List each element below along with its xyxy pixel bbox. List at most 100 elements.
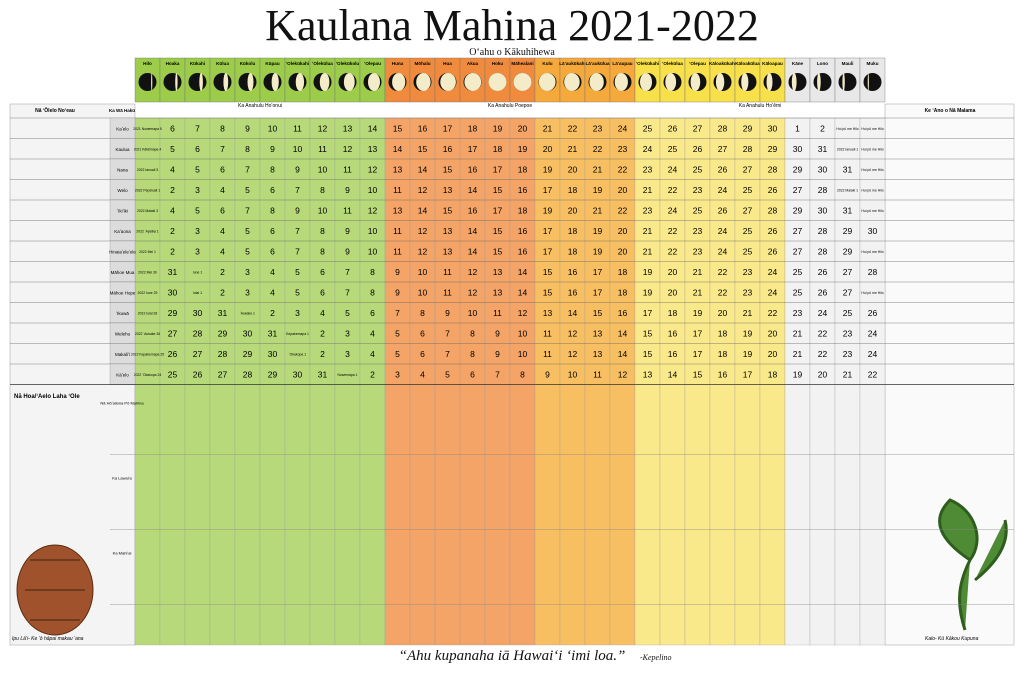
day-cell: 13 — [493, 267, 503, 277]
group-label: Ka Anahulu Poepoe — [488, 103, 532, 109]
day-cell: ʻAukake 1 — [240, 310, 255, 315]
day-cell: 1 — [795, 123, 800, 133]
day-cell: 18 — [518, 205, 528, 215]
day-cell: 20 — [768, 349, 778, 359]
day-cell: 18 — [718, 349, 728, 359]
phase-name: Kūpau — [265, 61, 279, 66]
day-cell: 18 — [568, 246, 578, 256]
day-cell: 28 — [243, 369, 253, 379]
day-cell: 20 — [768, 328, 778, 338]
day-cell: 6 — [270, 246, 275, 256]
day-cell: 6 — [195, 144, 200, 154]
day-cell: 20 — [818, 369, 828, 379]
day-cell: 2 — [220, 267, 225, 277]
day-cell: 7 — [295, 226, 300, 236]
day-cell: 23 — [793, 308, 803, 318]
moon-light — [538, 73, 556, 91]
day-cell: 27 — [843, 287, 853, 297]
day-cell: 15 — [493, 185, 503, 195]
day-cell: 19 — [593, 185, 603, 195]
day-cell: 18 — [568, 185, 578, 195]
day-cell: 29 — [768, 144, 778, 154]
moon-light — [223, 73, 229, 91]
column-bg — [284, 117, 311, 646]
day-cell: 2 — [170, 226, 175, 236]
list-title: Nā Hoa/ʻAelo Laha ʻOle — [14, 394, 80, 400]
day-cell: 8 — [370, 287, 375, 297]
day-cell: 3 — [295, 308, 300, 318]
column-bg — [234, 117, 261, 646]
day-cell: 13 — [593, 349, 603, 359]
day-cell: 18 — [768, 369, 778, 379]
day-cell: 14 — [468, 226, 478, 236]
day-cell: 20 — [543, 144, 553, 154]
day-cell: 4 — [320, 308, 325, 318]
month-name: Hinaiaʻeleʻele — [109, 248, 136, 254]
day-cell: 27 — [193, 349, 203, 359]
day-cell: 6 — [420, 328, 425, 338]
column-bg — [859, 117, 886, 646]
phase-name: Kulu — [542, 61, 552, 66]
day-cell: 6 — [470, 369, 475, 379]
month-name: ʻIkiʻiki — [117, 207, 128, 213]
day-cell: 25 — [793, 287, 803, 297]
column-header: Ka Wā Hakū — [109, 108, 135, 113]
day-cell: 10 — [518, 349, 528, 359]
moon-icon — [788, 73, 807, 91]
day-cell: 28 — [743, 144, 753, 154]
day-cell: 12 — [568, 349, 578, 359]
day-cell: 23 — [693, 185, 703, 195]
day-cell: 30 — [818, 205, 828, 215]
column-header: Nā ʻŌlelo Noʻeau — [35, 107, 75, 114]
moon-icon — [213, 73, 232, 91]
moon-light — [464, 73, 482, 91]
day-cell: 12 — [368, 205, 378, 215]
day-cell: Kepakemapa 1 — [286, 332, 309, 336]
day-cell: 2 — [170, 185, 175, 195]
day-cell: 16 — [568, 267, 578, 277]
column-bg — [159, 117, 186, 646]
day-cell: 16 — [418, 123, 428, 133]
day-cell: 16 — [468, 205, 478, 215]
day-cell: 26 — [668, 123, 678, 133]
day-cell: Hui pū me Hilo — [861, 168, 883, 172]
column-header: Ke ʻAno o Nā Malama — [925, 108, 976, 114]
day-cell: 30 — [193, 308, 203, 318]
day-cell: 2022 Iune 29 — [138, 291, 158, 295]
day-cell: 2022 ʻOkakopa 24 — [134, 372, 162, 377]
day-cell: 3 — [195, 185, 200, 195]
day-cell: 16 — [668, 328, 678, 338]
day-cell: 21 — [543, 123, 553, 133]
day-cell: 27 — [693, 123, 703, 133]
phase-name: ʻOlekūkolu — [336, 61, 360, 66]
day-cell: 10 — [293, 144, 303, 154]
day-cell: 9 — [495, 328, 500, 338]
day-cell: 8 — [470, 349, 475, 359]
day-cell: 19 — [793, 369, 803, 379]
day-cell: 27 — [218, 369, 228, 379]
day-cell: 10 — [468, 308, 478, 318]
moon-light — [368, 73, 380, 91]
day-cell: 24 — [818, 308, 828, 318]
day-cell: 19 — [743, 349, 753, 359]
column-bg — [734, 117, 761, 646]
column-bg — [684, 117, 711, 646]
day-cell: 29 — [793, 164, 803, 174]
day-cell: 24 — [868, 328, 878, 338]
day-cell: 5 — [245, 226, 250, 236]
moon-light — [614, 73, 628, 91]
day-cell: 8 — [420, 308, 425, 318]
day-cell: 4 — [370, 328, 375, 338]
day-cell: Hui pū me Hilo — [861, 127, 883, 131]
day-cell: 25 — [168, 369, 178, 379]
day-cell: 13 — [343, 123, 353, 133]
day-cell: 26 — [768, 185, 778, 195]
day-cell: 17 — [593, 287, 603, 297]
day-cell: 5 — [295, 267, 300, 277]
day-cell: 25 — [743, 226, 753, 236]
day-cell: 23 — [743, 287, 753, 297]
month-name: Māhoe Hope — [110, 290, 136, 295]
day-cell: 26 — [818, 267, 828, 277]
day-cell: 24 — [668, 205, 678, 215]
day-cell: 19 — [593, 226, 603, 236]
